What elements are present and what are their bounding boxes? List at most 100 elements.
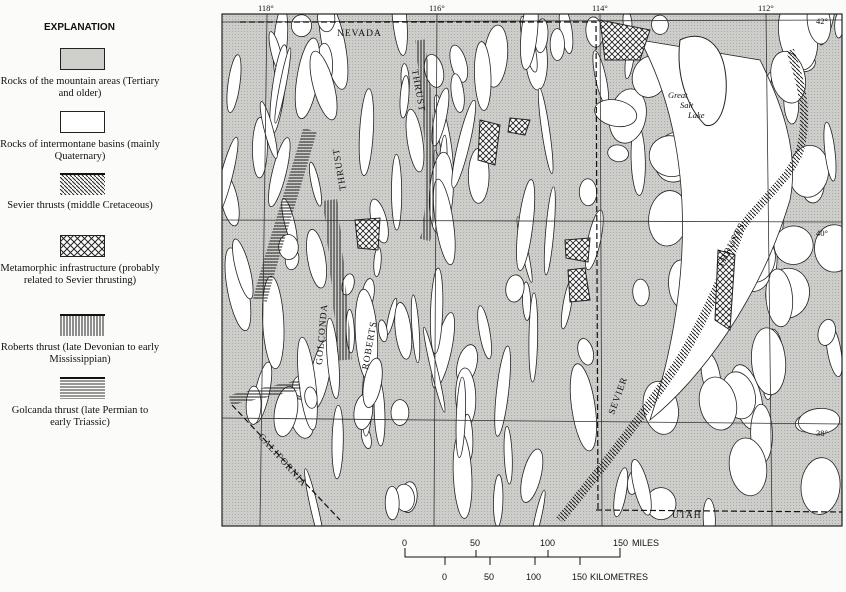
scale-miles-50: 50 <box>470 538 480 548</box>
legend-swatch-basin <box>60 111 105 133</box>
basin-area <box>222 136 239 219</box>
basin-area <box>399 75 410 119</box>
lon-label-116: 116° <box>429 3 445 13</box>
meridian-112 <box>765 13 773 527</box>
scale-miles-0: 0 <box>402 538 407 548</box>
basin-area <box>528 292 539 383</box>
basin-area <box>728 437 768 497</box>
legend-swatch-sevier <box>60 173 105 195</box>
basin-area <box>765 268 794 328</box>
golconda-thrust-south <box>228 380 302 405</box>
basin-area <box>405 108 425 173</box>
basin-area <box>252 117 268 179</box>
basin-area <box>814 224 842 273</box>
basin-area <box>823 121 837 182</box>
parallel-38 <box>221 417 843 425</box>
basin-area <box>450 73 465 113</box>
legend-swatch-metamorphic <box>60 235 105 257</box>
basin-area <box>800 457 841 515</box>
legend-swatch-golcanda <box>60 377 105 399</box>
lat-label-40: 40° <box>816 228 828 238</box>
scale-km-unit: KILOMETRES <box>590 572 648 582</box>
label-gsl-2: Salt <box>680 100 694 110</box>
basin-area <box>317 14 336 33</box>
label-gsl-1: Great <box>668 90 688 100</box>
label-gsl-3: Lake <box>687 110 705 120</box>
basin-area <box>290 14 313 38</box>
basin-area <box>274 47 292 124</box>
metamorphic-area <box>564 237 591 263</box>
metamorphic-area <box>354 217 381 251</box>
scale-km-150: 150 <box>572 572 587 582</box>
scale-km-0: 0 <box>442 572 447 582</box>
legend-label-sevier: Sevier thrusts (middle Cretaceous) <box>7 200 153 211</box>
basin-area <box>503 425 513 485</box>
basin-area <box>390 399 410 426</box>
basin-area <box>449 44 469 83</box>
basin-area <box>520 448 544 503</box>
roberts-thrust-north <box>415 39 436 242</box>
lon-label-118: 118° <box>258 3 274 13</box>
basin-area <box>477 305 492 360</box>
basin-area <box>377 319 388 343</box>
basin-area <box>304 468 325 526</box>
basin-area <box>309 50 338 121</box>
basin-area <box>698 376 738 431</box>
basin-area <box>232 238 254 300</box>
meridian-114 <box>599 13 603 527</box>
basin-area <box>455 376 467 458</box>
meridian-116 <box>433 13 438 527</box>
basin-area <box>632 278 650 307</box>
thrust-belts <box>228 19 809 523</box>
nevada-utah-border <box>240 21 843 513</box>
sevier-thrust-north <box>736 48 809 233</box>
basin-area <box>226 54 242 113</box>
legend-label-metamorphic: Metamorphic infrastructure (probably rel… <box>0 263 160 286</box>
basin-area <box>304 386 318 409</box>
basin-area <box>306 229 327 289</box>
metamorphic-area <box>714 249 736 331</box>
parallel-40 <box>221 219 843 223</box>
great-salt-lake <box>678 35 727 126</box>
map-frame <box>221 13 843 527</box>
metamorphic-area <box>567 267 591 303</box>
basin-area <box>639 39 793 422</box>
basin-area <box>423 326 446 413</box>
scale-km-100: 100 <box>526 572 541 582</box>
basin-area <box>384 485 400 521</box>
basin-area <box>308 161 322 207</box>
basin-area <box>537 87 554 175</box>
graticule <box>221 13 843 527</box>
label-great-salt-lake: Great Salt Lake <box>668 90 705 120</box>
label-utah: UTAH <box>672 511 702 521</box>
basin-area <box>493 474 504 526</box>
basin-area <box>577 338 595 366</box>
scale-bar: 0 50 100 150 MILES 0 50 100 150 KILOMETR… <box>402 538 659 582</box>
basin-area <box>630 459 652 516</box>
basin-area <box>331 404 344 480</box>
lat-label-38: 38° <box>816 428 828 438</box>
basin-area <box>702 498 716 526</box>
nevada-california-border <box>231 404 341 521</box>
state-borders <box>231 21 843 521</box>
basin-area <box>391 14 408 56</box>
basin-area <box>751 327 787 396</box>
metamorphic-area <box>599 19 651 61</box>
metamorphic-area <box>507 117 531 136</box>
basin-area <box>817 319 836 346</box>
basin-area <box>394 302 413 360</box>
basin-area <box>451 99 477 189</box>
basin-area <box>549 28 565 61</box>
basin-area <box>259 101 278 159</box>
basin-area <box>358 88 375 176</box>
golconda-thrust-belt <box>253 128 317 302</box>
label-nevada: NEVADA <box>337 29 382 39</box>
roberts-thrust-belt <box>323 199 352 361</box>
legend-label-roberts: Roberts thrust (late Devonian to early M… <box>0 342 160 365</box>
basin-area <box>410 294 421 364</box>
meridian-118 <box>259 13 268 527</box>
legend-label-mountain: Rocks of the mountain areas (Tertiary an… <box>0 76 160 99</box>
legend-label-golcanda: Golcanda thrust (late Permian to early T… <box>11 405 149 428</box>
scale-miles-150: 150 <box>613 538 628 548</box>
